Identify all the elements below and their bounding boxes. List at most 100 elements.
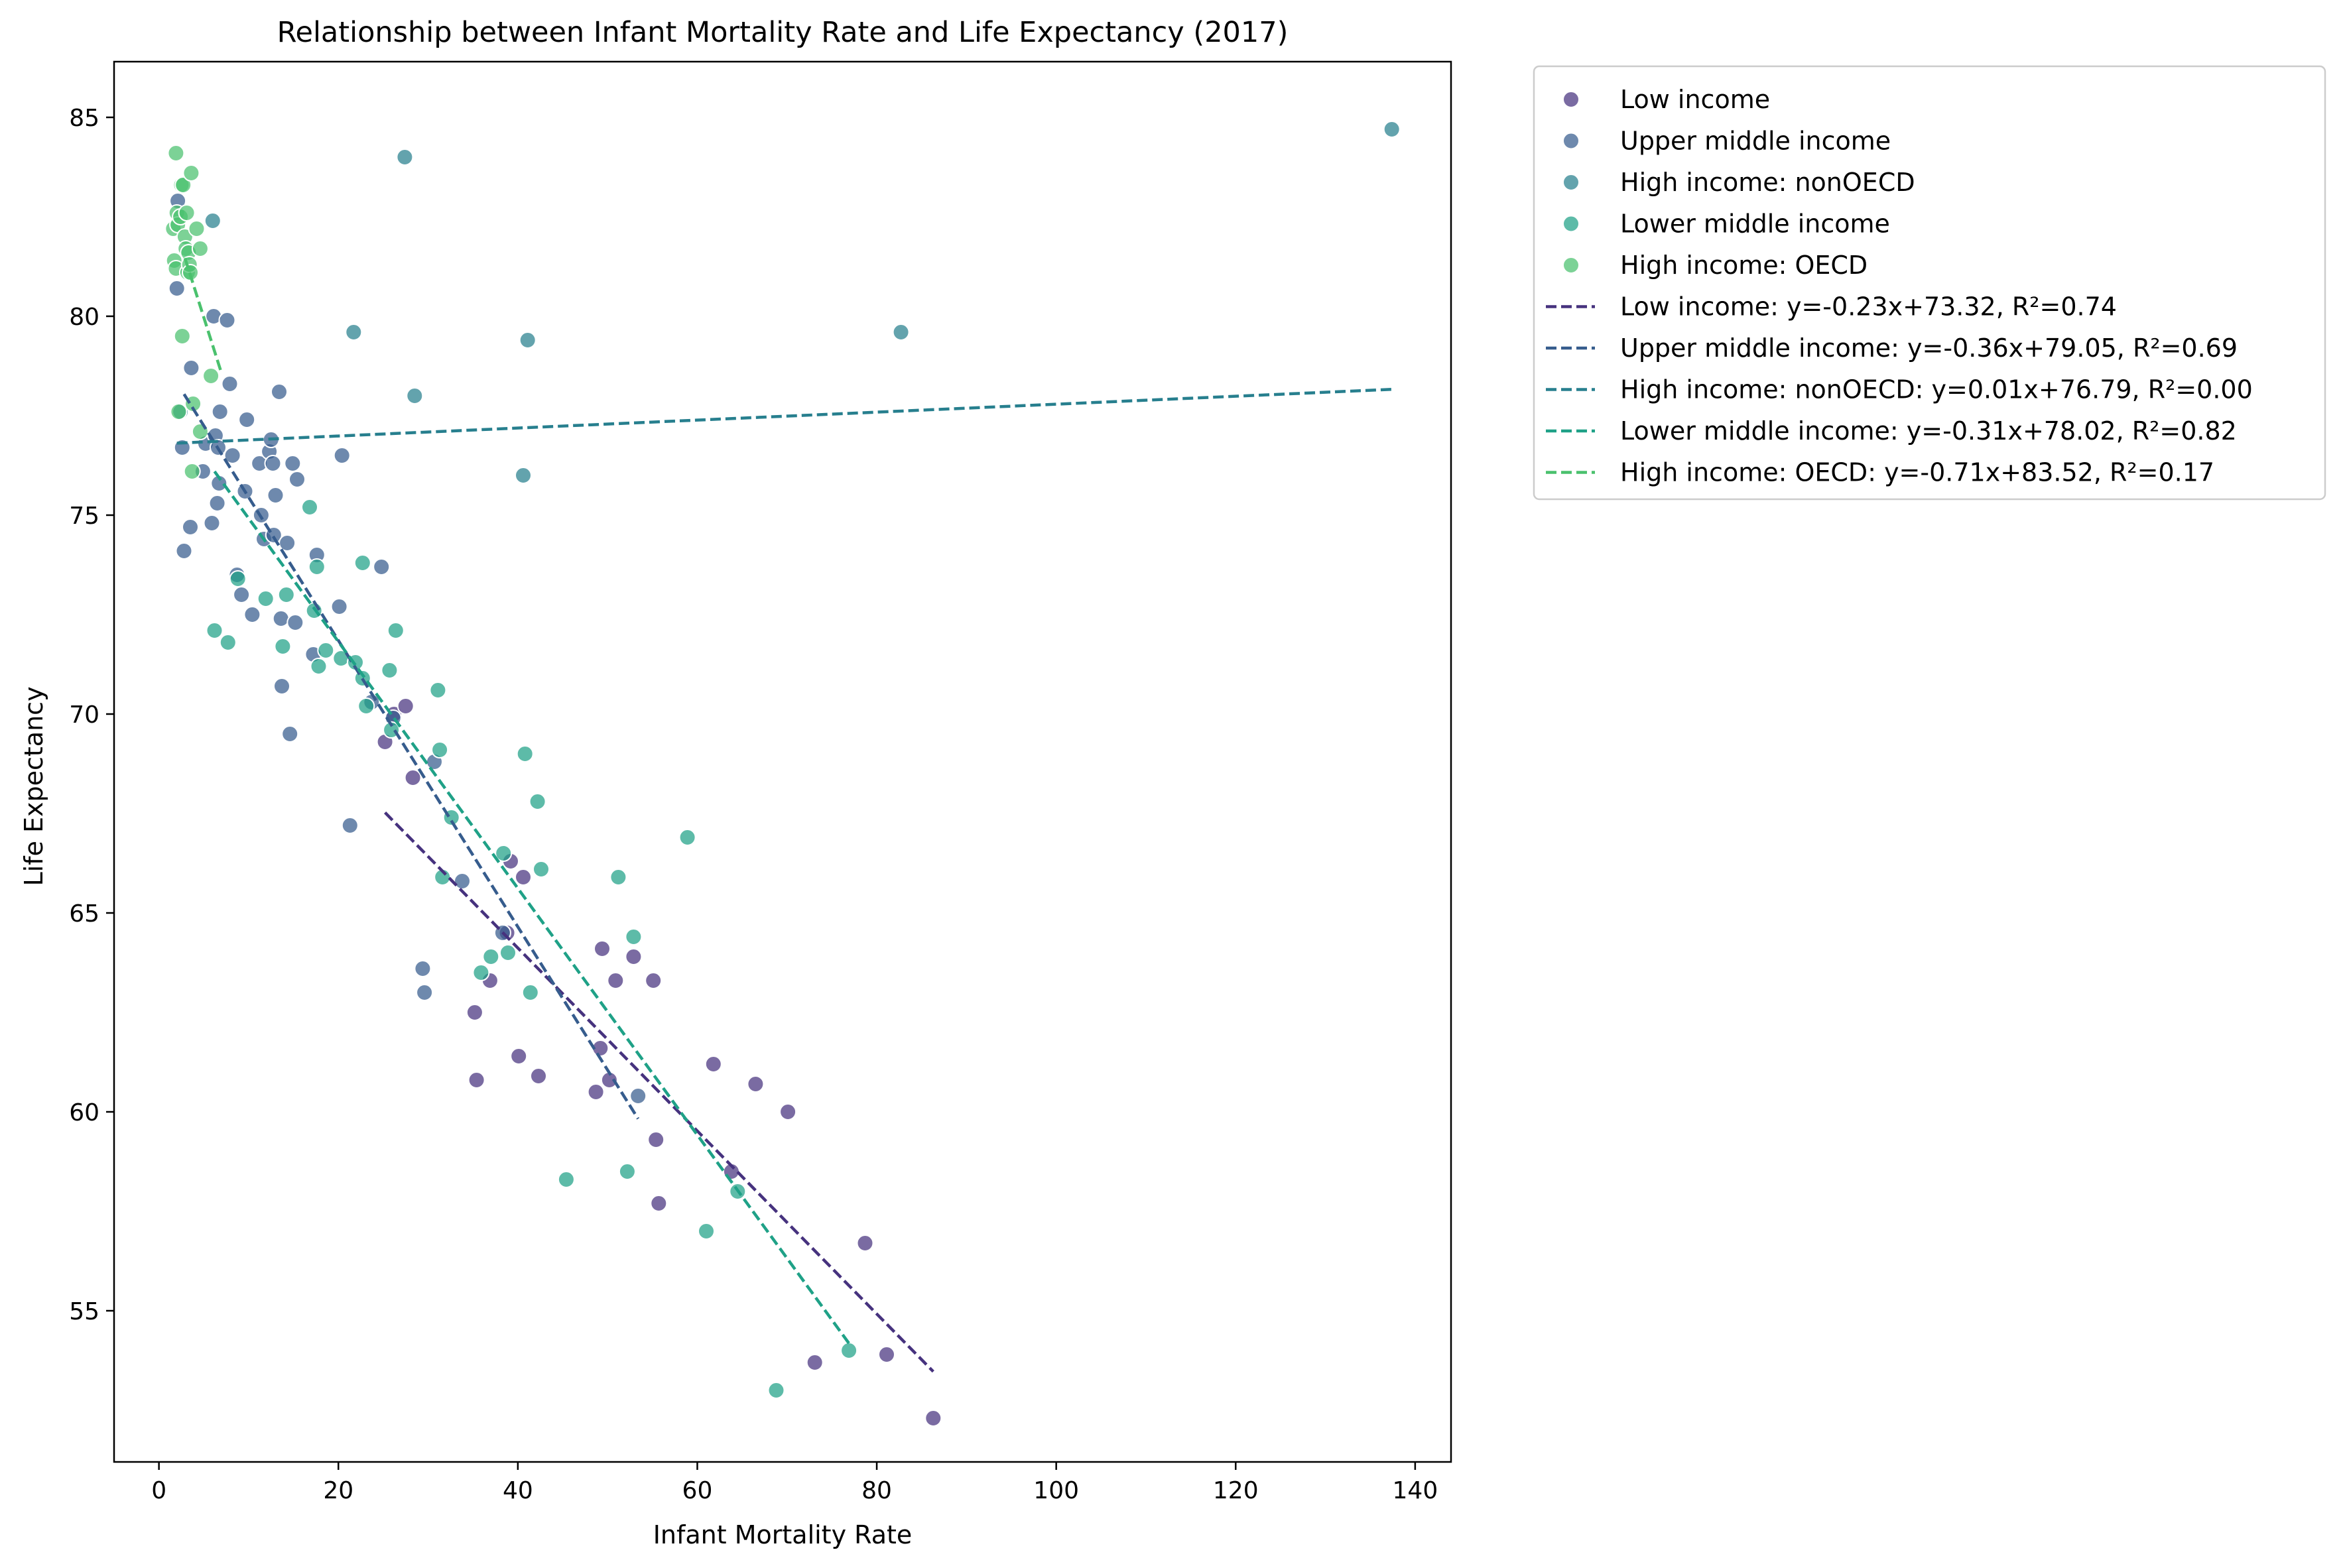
- legend-marker: [1562, 215, 1580, 233]
- x-tick-label: 100: [1033, 1477, 1079, 1504]
- data-point: [416, 984, 434, 1001]
- data-point: [264, 455, 282, 472]
- data-point: [341, 817, 359, 834]
- data-point: [167, 145, 185, 162]
- data-point: [431, 741, 449, 758]
- data-point: [516, 745, 534, 762]
- data-point: [618, 1163, 636, 1180]
- data-point: [625, 948, 643, 965]
- data-point: [414, 960, 432, 977]
- legend-label: High income: nonOECD: y=0.01x+76.79, R²=…: [1620, 375, 2253, 404]
- data-point: [1383, 121, 1401, 138]
- data-point: [191, 240, 209, 257]
- legend-marker: [1562, 91, 1580, 108]
- data-point: [454, 873, 471, 890]
- data-point: [406, 387, 424, 404]
- data-point: [645, 972, 663, 989]
- x-tick-label: 40: [503, 1477, 533, 1504]
- data-point: [594, 940, 611, 957]
- legend: Low income Upper middle income High income…: [1533, 65, 2326, 501]
- data-point: [357, 697, 375, 715]
- plot-area: 0 20 40 60 80 100 120 140 55 60 65 70 75 80 85: [69, 60, 1452, 1504]
- data-point: [178, 204, 196, 221]
- data-point: [182, 164, 200, 182]
- data-point: [333, 447, 351, 464]
- data-point: [345, 324, 363, 341]
- data-point: [629, 1087, 647, 1105]
- data-point: [284, 455, 302, 472]
- data-point: [607, 972, 625, 989]
- data-point: [468, 1071, 485, 1089]
- data-point: [397, 697, 414, 715]
- x-tick-label: 140: [1393, 1477, 1438, 1504]
- data-point: [515, 467, 532, 484]
- data-point: [271, 383, 288, 400]
- data-point: [529, 793, 546, 810]
- legend-box: [1533, 65, 2326, 501]
- data-point: [243, 606, 261, 623]
- data-point: [257, 590, 275, 607]
- legend-label: High income: nonOECD: [1620, 168, 1915, 197]
- data-point: [218, 312, 236, 329]
- data-point: [188, 220, 206, 237]
- data-point: [267, 487, 285, 504]
- data-point: [650, 1195, 668, 1212]
- data-point: [281, 725, 299, 743]
- data-point: [288, 471, 306, 488]
- data-point: [856, 1235, 874, 1252]
- data-point: [208, 495, 226, 512]
- y-tick-label: 55: [69, 1298, 99, 1325]
- data-point: [279, 534, 296, 552]
- trend-line: [213, 470, 850, 1345]
- data-point: [530, 1067, 547, 1085]
- data-point: [892, 324, 910, 341]
- data-point: [353, 554, 371, 572]
- data-point: [183, 463, 201, 480]
- data-point: [204, 212, 222, 229]
- chart-title: Relationship between Infant Mortality Ra…: [277, 16, 1289, 49]
- trend-line: [183, 257, 223, 372]
- data-point: [175, 542, 193, 560]
- data-point: [557, 1171, 575, 1188]
- x-tick-label: 80: [861, 1477, 892, 1504]
- data-point: [301, 499, 318, 516]
- legend-label: High income: OECD: [1620, 251, 1868, 280]
- legend-marker: [1562, 257, 1580, 274]
- data-point: [704, 1055, 722, 1073]
- data-point: [495, 845, 513, 862]
- data-point: [521, 984, 539, 1001]
- data-point: [519, 332, 537, 349]
- y-tick-label: 70: [69, 701, 99, 729]
- data-point: [609, 869, 627, 886]
- data-point: [482, 948, 500, 965]
- x-axis-title: Infant Mortality Rate: [653, 1520, 913, 1549]
- legend-label: Upper middle income: [1620, 127, 1891, 156]
- data-point: [678, 829, 696, 846]
- plot-frame: [113, 60, 1452, 1463]
- data-point: [170, 403, 188, 420]
- data-point: [202, 367, 220, 385]
- data-point: [206, 622, 223, 639]
- data-point: [286, 614, 304, 631]
- data-point: [191, 423, 209, 440]
- data-point: [806, 1354, 824, 1371]
- data-point: [533, 861, 550, 878]
- data-point: [429, 682, 447, 699]
- data-point: [233, 586, 251, 603]
- data-point: [182, 359, 200, 377]
- data-point: [510, 1048, 528, 1065]
- data-point: [499, 944, 517, 961]
- data-point: [308, 558, 326, 575]
- data-point: [396, 149, 414, 166]
- data-point: [221, 375, 239, 392]
- data-point: [229, 570, 247, 587]
- data-point: [330, 598, 348, 615]
- legend-label: Low income: [1620, 85, 1770, 114]
- data-point: [317, 642, 335, 659]
- data-point: [779, 1103, 797, 1120]
- data-point: [404, 769, 422, 786]
- data-point: [310, 658, 328, 675]
- data-point: [472, 964, 490, 981]
- data-point: [698, 1223, 715, 1240]
- y-axis-title: Life Expectancy: [19, 686, 48, 886]
